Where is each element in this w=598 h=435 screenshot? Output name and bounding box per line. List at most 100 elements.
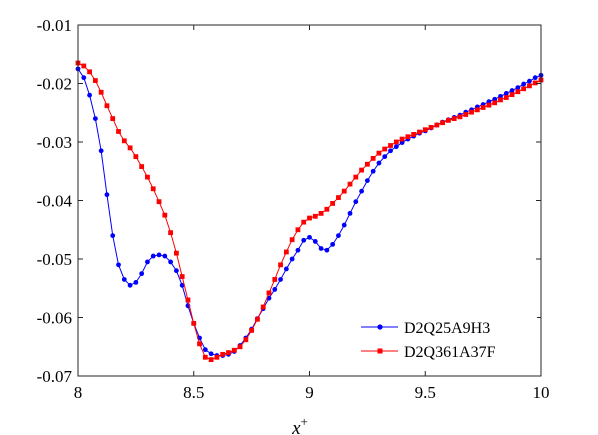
- data-point: [116, 129, 121, 134]
- legend-box: [353, 314, 537, 370]
- data-point: [312, 213, 318, 219]
- data-point: [255, 316, 260, 322]
- data-point: [492, 100, 498, 106]
- data-point: [202, 347, 208, 353]
- svg-text:x+: x+: [291, 414, 308, 435]
- data-point: [127, 145, 133, 151]
- data-point: [515, 85, 521, 90]
- data-point: [127, 282, 133, 288]
- y-tick-label: -0.02: [37, 75, 72, 94]
- data-point: [307, 215, 312, 221]
- data-point: [226, 350, 231, 355]
- x-tick-label: 9: [305, 383, 314, 402]
- data-point: [364, 178, 370, 184]
- data-point: [98, 89, 104, 95]
- data-point: [278, 277, 283, 282]
- data-point: [266, 290, 272, 296]
- data-point: [480, 105, 486, 110]
- data-point: [243, 337, 249, 343]
- data-point: [469, 109, 474, 115]
- x-axis-label-superscript: +: [301, 414, 308, 429]
- data-point: [376, 150, 382, 156]
- data-point: [249, 327, 255, 333]
- data-point: [393, 139, 399, 145]
- data-point: [474, 107, 480, 113]
- data-point: [139, 271, 145, 277]
- data-point: [185, 297, 191, 303]
- data-point: [359, 167, 364, 173]
- data-point: [527, 83, 532, 89]
- data-point: [168, 259, 174, 265]
- data-point: [133, 280, 139, 285]
- data-point: [179, 274, 185, 279]
- x-axis-label: x+: [291, 414, 308, 435]
- data-point: [382, 154, 388, 160]
- data-point: [150, 186, 156, 192]
- data-point: [353, 174, 359, 180]
- data-point: [428, 124, 434, 130]
- data-point: [521, 81, 527, 87]
- data-point: [382, 146, 388, 152]
- data-point: [162, 253, 168, 259]
- data-point: [208, 351, 214, 357]
- data-point: [353, 199, 359, 205]
- data-point: [237, 344, 243, 350]
- data-point: [411, 131, 417, 137]
- data-point: [173, 250, 179, 256]
- data-point: [289, 256, 295, 262]
- data-point: [173, 268, 179, 274]
- data-point: [498, 97, 503, 103]
- data-point: [503, 91, 509, 96]
- x-tick-label: 10: [533, 383, 550, 402]
- data-point: [87, 92, 92, 98]
- data-point: [92, 116, 98, 121]
- data-point: [509, 88, 515, 93]
- data-point: [318, 210, 324, 216]
- y-tick-label: -0.03: [37, 133, 72, 152]
- data-point: [527, 78, 532, 84]
- data-point: [307, 234, 312, 240]
- data-point: [231, 347, 237, 353]
- series-2: [75, 60, 544, 363]
- data-point: [388, 148, 393, 154]
- data-point: [422, 127, 428, 133]
- data-point: [318, 246, 324, 251]
- data-point: [272, 287, 278, 292]
- data-point: [463, 112, 469, 117]
- data-point: [324, 206, 330, 212]
- data-point: [341, 188, 347, 194]
- data-point: [324, 247, 330, 253]
- data-point: [312, 239, 318, 244]
- data-point: [208, 357, 214, 363]
- data-point: [202, 354, 208, 360]
- data-point: [156, 199, 162, 205]
- data-point: [295, 227, 301, 233]
- data-point: [295, 247, 301, 253]
- data-point: [162, 212, 168, 218]
- data-point: [110, 233, 116, 239]
- data-point: [347, 181, 353, 187]
- data-point: [503, 95, 509, 100]
- data-point: [220, 351, 226, 357]
- data-point: [370, 155, 376, 161]
- data-point: [98, 148, 104, 154]
- data-point: [399, 136, 405, 142]
- data-point: [179, 282, 185, 288]
- x-axis-label-text: x: [291, 418, 301, 435]
- legend-entry-1: D2Q25A9H3: [361, 320, 490, 337]
- data-point: [289, 237, 295, 243]
- data-point: [92, 78, 98, 83]
- data-point: [451, 116, 457, 121]
- data-point: [110, 116, 116, 121]
- y-tick-label: -0.04: [37, 192, 73, 211]
- data-point: [145, 259, 150, 265]
- data-point: [393, 144, 399, 150]
- y-tick-label: -0.07: [37, 367, 73, 386]
- data-point: [376, 160, 382, 166]
- data-point: [116, 262, 121, 268]
- y-tick-label: -0.05: [37, 250, 72, 269]
- data-point: [434, 122, 440, 128]
- data-point: [359, 188, 364, 194]
- data-point: [156, 252, 162, 258]
